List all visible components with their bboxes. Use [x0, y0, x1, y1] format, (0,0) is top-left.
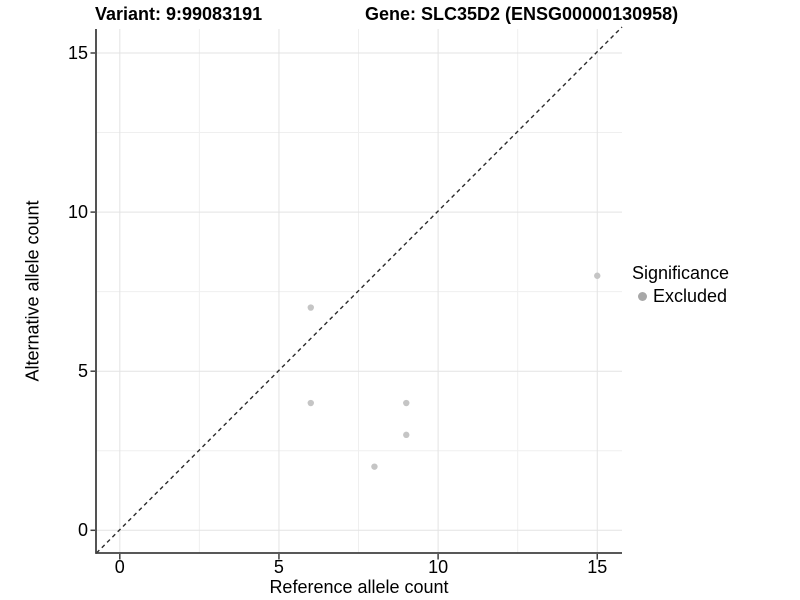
y-tick-label: 0 [77, 520, 88, 541]
gene-title: Gene: SLC35D2 (ENSG00000130958) [365, 4, 679, 24]
x-tick-label: 0 [114, 557, 125, 577]
y-axis-title: Alternative allele count [22, 200, 43, 382]
variant-title: Variant: 9:99083191 [95, 4, 263, 24]
identity-reference-line [96, 26, 623, 554]
x-tick-label: 10 [428, 557, 449, 577]
legend-point-icon [638, 292, 647, 301]
legend-entry: Excluded [632, 286, 729, 307]
data-point [307, 304, 314, 311]
data-point [594, 272, 601, 279]
x-axis-title: Reference allele count [269, 577, 449, 597]
legend-entries: Excluded [632, 286, 729, 307]
data-point [403, 399, 410, 407]
y-tick-label: 15 [67, 43, 88, 63]
data-point [307, 399, 314, 407]
y-tick-label: 5 [77, 361, 88, 382]
legend-entry-label: Excluded [653, 286, 728, 306]
x-tick-label: 15 [587, 557, 608, 577]
data-point [403, 431, 410, 439]
legend-title: Significance [632, 263, 730, 283]
legend: Significance Excluded [632, 263, 729, 307]
y-tick-label: 10 [67, 202, 88, 223]
x-tick-label: 5 [273, 557, 284, 577]
data-point [371, 463, 378, 470]
